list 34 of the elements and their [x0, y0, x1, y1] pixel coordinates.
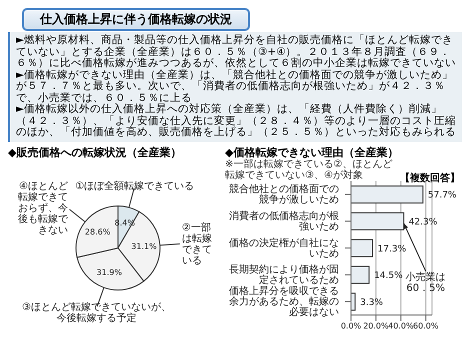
text: ►価格転嫁以外の仕入価格上昇への対応策（全産業）は、「経費（人件費除く）削減」（４２．３％）、「より安価な仕入先に変更」（２８．４％）等のより一層のコスト圧縮のほか、「付加価値を高め、販売価格を上げる」（２５．５％）といった対応もみられる [16, 103, 456, 138]
data-label: 57.7% [428, 190, 457, 200]
data-label: 31.1% [131, 241, 158, 250]
data-label: 3.3% [360, 297, 384, 308]
x-tick-label: 20.0% [363, 321, 390, 330]
bar [351, 185, 424, 203]
bar [351, 212, 404, 230]
x-tick-label: 40.0% [388, 321, 414, 330]
text: ►価格転嫁ができない理由（全産業）は、「競合他社との価格面での競争が激しいため」が５７．７％と最も多い。次いで、「消費者の低価格志向が根強いため」が４２．３％で、小売業では、６０．５％に上る [16, 68, 454, 104]
data-label: 14.5% [374, 270, 404, 281]
text: ►燃料や原材料、商品・製品等の仕入価格上昇分を自社の販売価格に「ほとんど転嫁できていない」とする企業（全産業）は６０．５％（③+④）。２０１３年８月調査（６９．６％）に比べ価格転嫁が進みつつあるが、依然として６割の中小企業は転嫁できていない [16, 34, 456, 69]
data-label: 31.9% [96, 268, 122, 277]
data-label: 42.3% [408, 216, 438, 227]
y-tick-label: 価格上昇分を吸収できる余力があるため、転嫁の必要はない [229, 284, 339, 318]
data-label: 28.6% [84, 226, 111, 236]
chart-title: ◆価格転嫁できない理由（全産業） [225, 144, 400, 158]
slice-label: ②一部は転嫁できている [182, 220, 212, 266]
x-tick-label: 60.0% [413, 321, 439, 330]
annotation: 小売業は 60．5% [406, 270, 446, 294]
y-tick-label: 価格の決定権が自社にないため [229, 236, 339, 258]
slice-label: ④ほとんど転嫁できておらず、今後も転嫁できない [18, 180, 69, 236]
bar [351, 238, 374, 257]
y-tick-label: 消費者の低価格志向が根強いため [229, 208, 339, 232]
bar [351, 265, 370, 284]
slice-label: ①ほぼ全額転嫁できている [75, 179, 194, 192]
data-label: 17.3% [378, 244, 407, 254]
y-tick-label: 長期契約により価格が固定されているため [229, 262, 339, 286]
slice-label: ③ほとんど転嫁できていないが、今後転嫁する予定 [22, 300, 171, 323]
text: 仕入価格上昇に伴う価格転嫁の状況 [22, 8, 250, 31]
y-tick-label: 競合他社との価格面での競争が激しいため [229, 182, 339, 205]
annotation: 【複数回答】 [400, 172, 460, 184]
chart-subtitle: ※一部は転嫁できている②、ほとんど転嫁できていない③、④が対象 [225, 158, 394, 180]
x-tick-label: 0.0% [340, 321, 362, 330]
chart-title: ◆販売価格への転嫁状況（全産業） [8, 144, 182, 158]
